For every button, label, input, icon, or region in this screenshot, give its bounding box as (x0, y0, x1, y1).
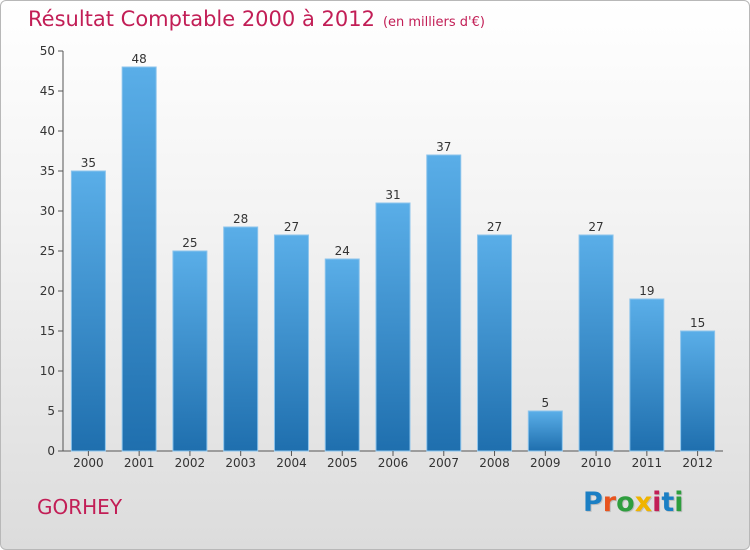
commune-name: GORHEY (37, 495, 123, 519)
logo-letter: x (634, 487, 653, 518)
x-tick-label-2010: 2010 (581, 456, 612, 470)
bar-2011 (629, 298, 665, 452)
data-label-2005: 24 (335, 244, 350, 258)
data-label-2003: 28 (233, 212, 248, 226)
x-tick-label-2003: 2003 (225, 456, 256, 470)
data-label-2011: 19 (639, 284, 654, 298)
x-tick-label-2007: 2007 (428, 456, 459, 470)
y-tick-label: 50 (40, 44, 55, 58)
x-tick-label-2001: 2001 (124, 456, 155, 470)
data-label-2004: 27 (284, 220, 299, 234)
x-tick-label-2002: 2002 (175, 456, 206, 470)
x-tick-label-2008: 2008 (479, 456, 510, 470)
data-label-2010: 27 (588, 220, 603, 234)
data-label-2007: 37 (436, 140, 451, 154)
y-tick-label: 25 (40, 244, 55, 258)
bar-2012 (680, 330, 716, 452)
data-label-2009: 5 (541, 396, 549, 410)
x-tick-label-2006: 2006 (378, 456, 409, 470)
bar-2009 (527, 410, 563, 452)
bar-2006 (375, 202, 411, 452)
bar-2005 (324, 258, 360, 452)
x-tick-label-2005: 2005 (327, 456, 358, 470)
y-tick-label: 45 (40, 84, 55, 98)
logo-letter: r (602, 487, 617, 518)
title-text: Résultat Comptable 2000 à 2012 (28, 7, 375, 31)
logo-letter: t (661, 487, 675, 518)
y-tick-label: 5 (47, 404, 55, 418)
bar-2004 (273, 234, 309, 452)
logo-letter: o (616, 487, 635, 518)
logo-letter: P (583, 487, 603, 518)
bar-2000 (70, 170, 106, 452)
data-label-2001: 48 (132, 52, 147, 66)
chart-title: Résultat Comptable 2000 à 2012 (en millie… (28, 7, 485, 31)
x-tick-label-2004: 2004 (276, 456, 307, 470)
y-tick-label: 0 (47, 444, 55, 458)
bar-2002 (172, 250, 208, 452)
data-label-2006: 31 (385, 188, 400, 202)
x-tick-label-2009: 2009 (530, 456, 561, 470)
bar-2003 (223, 226, 259, 452)
x-tick-label-2011: 2011 (632, 456, 663, 470)
logo-letter: i (652, 487, 662, 518)
y-tick-label: 15 (40, 324, 55, 338)
title-unit: (en milliers d'€) (382, 15, 485, 30)
y-tick-label: 40 (40, 124, 55, 138)
bar-2001 (121, 66, 157, 452)
data-label-2000: 35 (81, 156, 96, 170)
logo-letter: i (674, 487, 684, 518)
y-tick-label: 35 (40, 164, 55, 178)
y-tick-label: 10 (40, 364, 55, 378)
x-tick-label-2000: 2000 (73, 456, 104, 470)
y-tick-label: 20 (40, 284, 55, 298)
bar-2010 (578, 234, 614, 452)
bar-2007 (426, 154, 462, 452)
data-label-2012: 15 (690, 316, 705, 330)
bar-2008 (477, 234, 513, 452)
y-tick-label: 30 (40, 204, 55, 218)
x-tick-label-2012: 2012 (682, 456, 713, 470)
data-label-2008: 27 (487, 220, 502, 234)
data-label-2002: 25 (182, 236, 197, 250)
proxiti-logo: Proxiti (583, 487, 684, 518)
